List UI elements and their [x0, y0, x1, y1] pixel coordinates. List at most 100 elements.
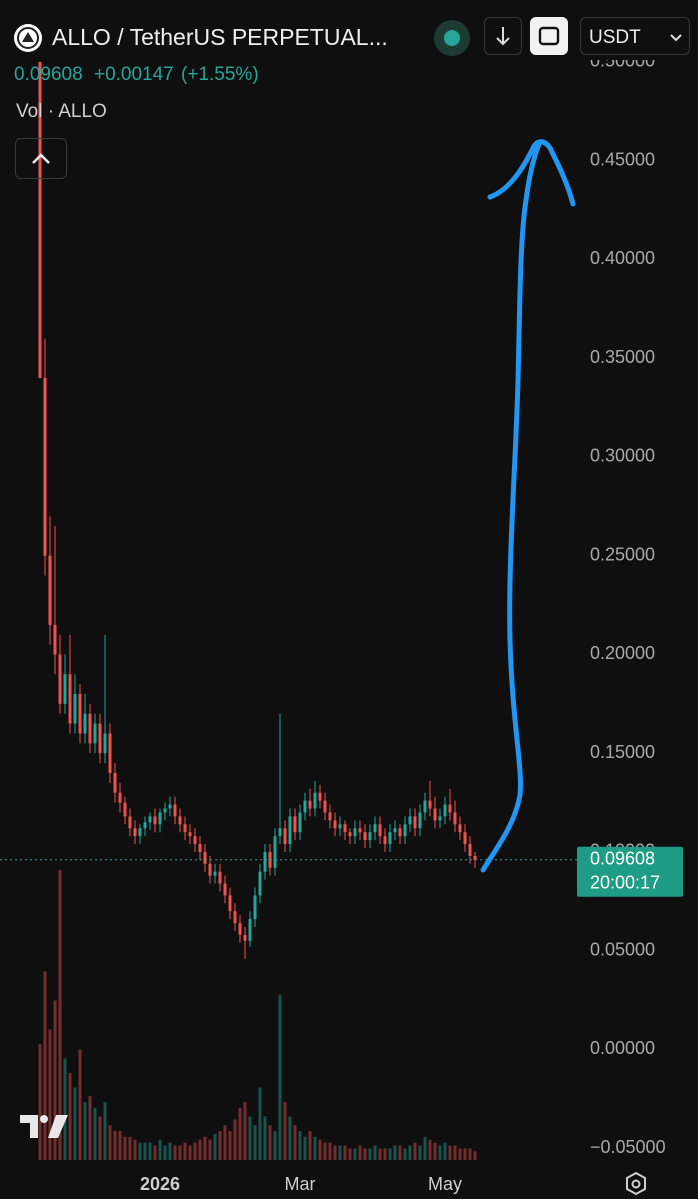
- fullscreen-button[interactable]: [530, 17, 568, 55]
- candle-body: [133, 828, 137, 837]
- volume-bar: [228, 1131, 232, 1160]
- chevron[interactable]: [669, 33, 683, 43]
- candle-body: [393, 828, 397, 833]
- candle-body: [458, 824, 462, 833]
- candle-body: [383, 836, 387, 845]
- volume-bar: [368, 1148, 372, 1160]
- volume-bar: [178, 1145, 182, 1160]
- volume-bar: [73, 1087, 77, 1160]
- volume-bar: [263, 1116, 267, 1160]
- arrow-annotation: [480, 139, 576, 873]
- volume-bar: [238, 1107, 242, 1160]
- volume-bar: [98, 1116, 102, 1160]
- volume-bar: [138, 1142, 142, 1160]
- candle-body: [68, 674, 72, 724]
- volume-bar: [428, 1139, 432, 1160]
- candle-body: [98, 723, 102, 754]
- candle-body: [248, 919, 252, 941]
- candle-body: [238, 923, 242, 935]
- candle-body: [158, 812, 162, 825]
- candle-body: [148, 816, 152, 823]
- chevron-path[interactable]: [670, 34, 682, 42]
- candle-body: [198, 844, 202, 852]
- volume-bar: [258, 1087, 262, 1160]
- candle-body: [348, 832, 352, 837]
- volume-bar: [463, 1148, 467, 1160]
- candle-body: [203, 851, 207, 864]
- volume-bar: [143, 1142, 147, 1160]
- candle-body: [373, 824, 377, 833]
- volume-bar: [403, 1148, 407, 1160]
- volume-bar: [133, 1139, 137, 1160]
- candle-body: [143, 822, 147, 829]
- candle-body: [103, 733, 107, 754]
- candle-body: [58, 654, 62, 704]
- logo-ring: [17, 27, 39, 49]
- y-tick-label: 0.25000: [590, 544, 655, 564]
- settings-icon-center[interactable]: [631, 1179, 641, 1189]
- candle-body: [93, 723, 97, 744]
- candle-body: [83, 713, 87, 734]
- candle-body: [73, 693, 77, 724]
- volume-bar: [418, 1145, 422, 1160]
- volume-bar: [388, 1148, 392, 1160]
- volume-bar: [118, 1131, 122, 1160]
- chevron-up[interactable]: [32, 153, 50, 164]
- candle-body: [78, 693, 82, 734]
- candle-body: [138, 828, 142, 837]
- candle-body: [258, 871, 262, 896]
- candle-body: [318, 792, 322, 801]
- candle-body: [363, 832, 367, 841]
- fullscreen-frame[interactable]: [538, 26, 560, 46]
- candle-body: [343, 824, 347, 833]
- candle-body: [233, 911, 237, 924]
- candle-body: [218, 871, 222, 884]
- settings-button[interactable]: [626, 1171, 646, 1196]
- collapse-button[interactable]: [15, 138, 67, 179]
- candle-body: [118, 792, 122, 803]
- candle-body: [123, 802, 127, 817]
- candle-body: [413, 816, 417, 829]
- settings-icon[interactable]: [626, 1171, 646, 1196]
- volume-bar: [68, 1073, 72, 1160]
- last-price-label: 0.09608: [590, 848, 655, 868]
- candle-body: [423, 800, 427, 813]
- volume-bar: [303, 1136, 307, 1160]
- collapse-icon[interactable]: [16, 139, 66, 178]
- y-tick-label: 0.15000: [590, 742, 655, 762]
- volume-bar: [173, 1145, 177, 1160]
- download-button[interactable]: [484, 17, 522, 55]
- arrow-down[interactable]: [496, 27, 510, 46]
- candle-body: [178, 816, 182, 825]
- candle-body: [53, 624, 57, 655]
- fullscreen-icon[interactable]: [531, 18, 567, 54]
- volume-bar: [108, 1125, 112, 1160]
- currency-select[interactable]: USDT: [580, 17, 690, 55]
- change: +0.00147: [93, 64, 174, 85]
- candle-body: [38, 61, 42, 378]
- candle-body: [308, 800, 312, 809]
- candle-body: [228, 895, 232, 912]
- volume-bar: [323, 1142, 327, 1160]
- price-line: 0.09608 +0.00147 (+1.55%): [14, 64, 259, 86]
- candle-body: [253, 895, 257, 920]
- x-tick-label: 2026: [140, 1174, 180, 1194]
- candle-body: [338, 824, 342, 829]
- candle-body: [328, 812, 332, 821]
- currency[interactable]: USDT: [589, 27, 641, 48]
- y-tick-label: 0.05000: [590, 939, 655, 959]
- volume-bar: [193, 1142, 197, 1160]
- volume-bar: [213, 1133, 217, 1160]
- candle-body: [108, 733, 112, 773]
- volume-bar: [253, 1125, 257, 1160]
- last-price: 0.09608 20:00:17: [0, 846, 683, 897]
- volume-bar: [223, 1125, 227, 1160]
- tv-logo: [20, 1115, 68, 1138]
- volume-bar: [38, 1044, 42, 1160]
- download-icon[interactable]: [485, 18, 521, 54]
- volume-bar: [248, 1116, 252, 1160]
- volume-bar: [43, 971, 47, 1160]
- volume-bar: [448, 1145, 452, 1160]
